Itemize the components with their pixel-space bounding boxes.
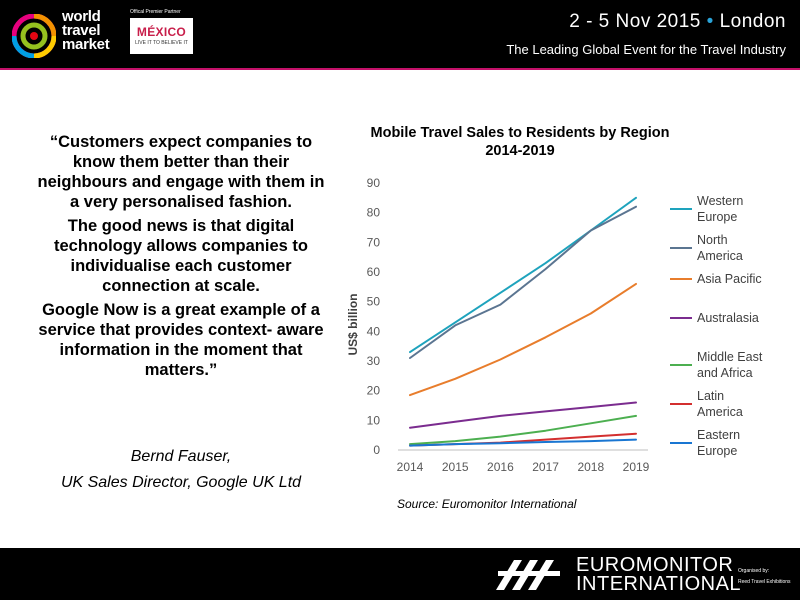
legend-label: Latin <box>697 389 724 403</box>
y-tick-label: 10 <box>367 413 381 427</box>
event-date: 2 - 5 Nov 2015 <box>569 11 701 32</box>
separator-dot: • <box>706 11 714 32</box>
series-line-7 <box>409 438 637 447</box>
header-bar: world travel market Offical Premier Part… <box>0 0 800 68</box>
x-tick-label: 2014 <box>397 460 424 474</box>
euromonitor-line-1: EUROMONITOR <box>576 554 734 576</box>
quote-block: “Customers expect companies to know them… <box>36 132 326 384</box>
event-location: London <box>719 11 786 32</box>
x-tick-label: 2017 <box>532 460 559 474</box>
legend-label: Eastern <box>697 428 740 442</box>
y-tick-label: 90 <box>367 176 381 190</box>
legend-label: Western <box>697 194 743 208</box>
series-line-2 <box>409 205 637 359</box>
chart-title: Mobile Travel Sales to Residents by Regi… <box>360 124 680 160</box>
legend-label: Middle East <box>697 350 763 364</box>
y-tick-label: 20 <box>367 384 381 398</box>
chart-title-line-2: 2014-2019 <box>485 143 555 159</box>
line-chart: 0 10 20 30 40 50 60 70 80 90 2014 2015 2016 2017 2018 2… <box>346 176 763 474</box>
x-tick-label: 2018 <box>577 460 604 474</box>
header-accent-rule <box>0 68 800 70</box>
series-line-1 <box>409 196 637 354</box>
quote-author-title: UK Sales Director, Google UK Ltd <box>60 474 302 491</box>
y-tick-label: 40 <box>367 324 381 338</box>
y-tick-label: 30 <box>367 354 381 368</box>
mexico-partner-logo: MÉXICO LIVE IT TO BELIEVE IT <box>130 18 193 54</box>
series-line-3 <box>409 282 637 397</box>
event-tagline: The Leading Global Event for the Travel … <box>506 42 786 57</box>
wtm-word-3: market <box>62 36 110 53</box>
event-date-location: 2 - 5 Nov 2015 • London <box>569 11 786 33</box>
legend-label: America <box>697 249 743 263</box>
quote-paragraph-3: Google Now is a great example of a servi… <box>38 301 324 379</box>
euromonitor-logo-icon <box>496 560 560 590</box>
y-tick-label: 80 <box>367 206 381 220</box>
partner-name: MÉXICO <box>136 25 187 39</box>
legend-label: and Africa <box>697 366 753 380</box>
quote-author: Bernd Fauser, <box>130 448 232 465</box>
x-tick-label: 2019 <box>623 460 650 474</box>
series-line-5 <box>409 414 637 446</box>
wtm-wordmark: world travel market <box>62 8 110 53</box>
world-travel-market-logo: world travel market <box>8 6 128 62</box>
organiser-name: Reed Travel Exhibitions <box>738 579 791 585</box>
chart-title-line-1: Mobile Travel Sales to Residents by Regi… <box>370 125 670 141</box>
partner-caption: Offical Premier Partner <box>130 9 181 15</box>
x-tick-label: 2015 <box>442 460 469 474</box>
legend-label: Europe <box>697 210 737 224</box>
y-tick-label: 70 <box>367 235 381 249</box>
y-tick-label: 60 <box>367 265 381 279</box>
wtm-logo-icon <box>12 14 56 58</box>
organised-by-label: Organised by: <box>738 568 770 574</box>
organised-by: Organised by: Reed Travel Exhibitions <box>738 566 791 588</box>
footer-bar: EUROMONITOR INTERNATIONAL Organised by: … <box>0 548 800 600</box>
series-line-4 <box>409 401 637 429</box>
legend-label: Asia Pacific <box>697 272 762 286</box>
y-axis-label: US$ billion <box>346 293 360 355</box>
legend-label: North <box>697 233 728 247</box>
legend-label: Europe <box>697 444 737 458</box>
euromonitor-wordmark: EUROMONITOR INTERNATIONAL <box>576 554 742 595</box>
euromonitor-line-2: INTERNATIONAL <box>576 573 742 595</box>
wtm-word-2: travel <box>62 22 101 39</box>
quote-paragraph-1: “Customers expect companies to know them… <box>37 133 325 211</box>
quote-attribution: Bernd Fauser, UK Sales Director, Google … <box>36 444 326 496</box>
x-tick-label: 2016 <box>487 460 514 474</box>
partner-tagline: LIVE IT TO BELIEVE IT <box>135 40 188 46</box>
wtm-word-1: world <box>62 8 101 25</box>
y-tick-label: 50 <box>367 295 381 309</box>
chart-source: Source: Euromonitor International <box>397 497 577 511</box>
y-tick-label: 0 <box>373 443 380 457</box>
legend-label: America <box>697 405 743 419</box>
quote-paragraph-2: The good news is that digital technology… <box>54 217 308 295</box>
legend-label: Australasia <box>697 311 759 325</box>
